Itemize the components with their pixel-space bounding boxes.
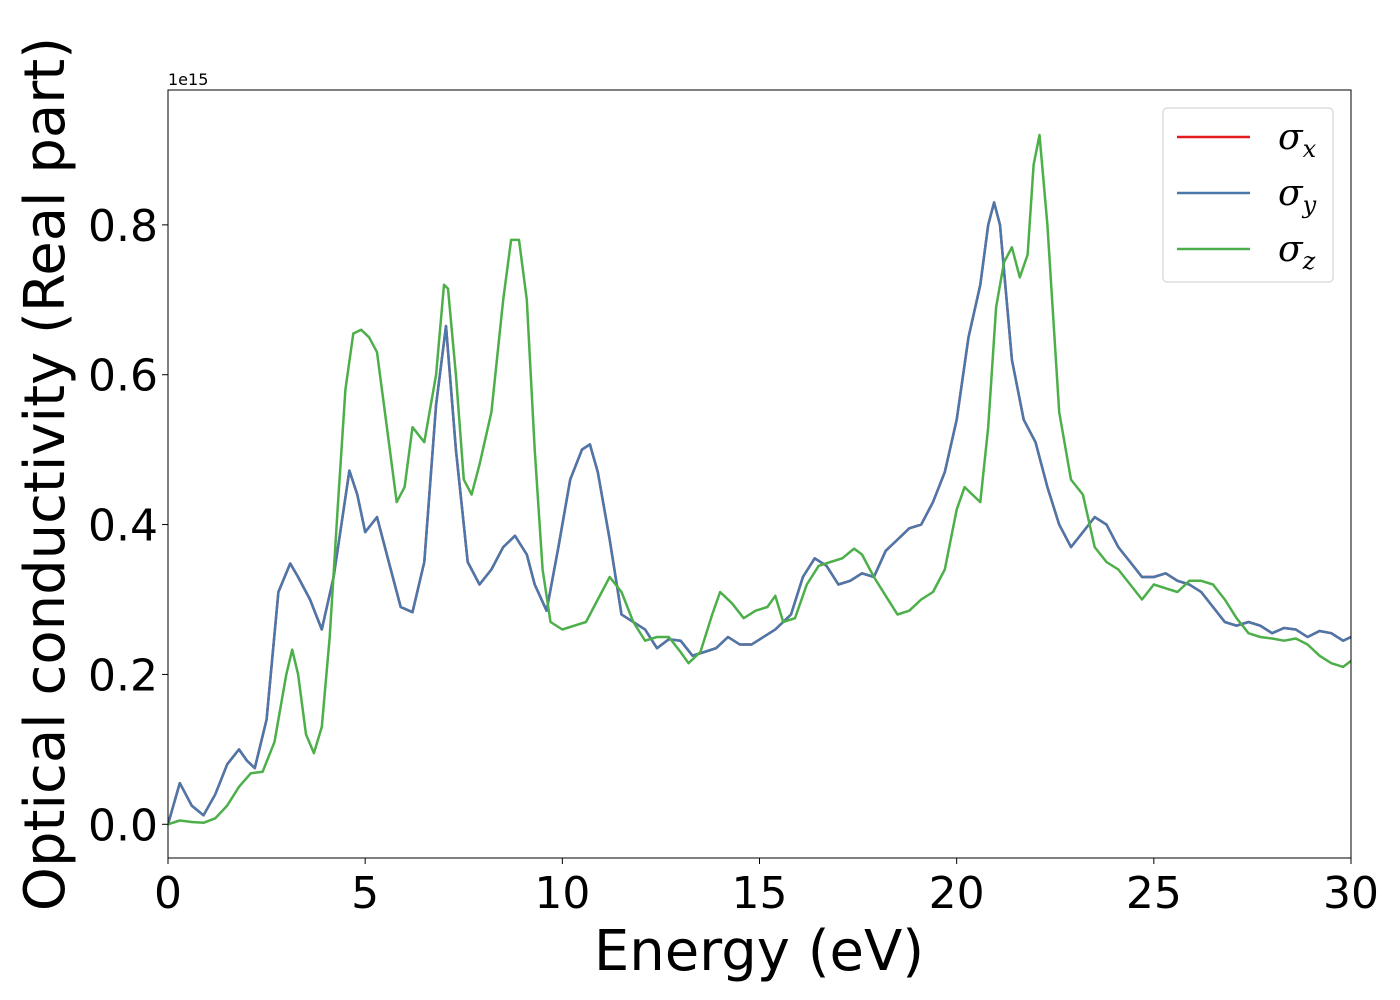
y-tick-label: 0.4 (88, 501, 158, 552)
series-line-y (168, 201, 1351, 826)
x-tick-label: 0 (154, 868, 182, 919)
x-tick-label: 30 (1323, 868, 1379, 919)
x-axis: 0 5 10 15 20 25 30 (154, 858, 1379, 919)
legend-box (1162, 107, 1334, 283)
legend: σx σy σz (1162, 107, 1334, 283)
legend-label-y: σy (1278, 173, 1317, 219)
series-layer (168, 133, 1351, 826)
y-tick-label: 0.8 (88, 201, 158, 252)
y-tick-label: 0.0 (88, 800, 158, 851)
legend-items: σx σy σz (1177, 117, 1317, 275)
legend-label-z: σz (1278, 229, 1316, 275)
x-tick-label: 20 (929, 868, 985, 919)
legend-label-x: σx (1278, 117, 1317, 163)
series-line-z (168, 133, 1351, 826)
x-tick-label: 15 (732, 868, 788, 919)
y-tick-label: 0.6 (88, 351, 158, 402)
y-offset-label: 1e15 (168, 70, 208, 89)
x-tick-label: 5 (351, 868, 379, 919)
x-tick-label: 25 (1126, 868, 1182, 919)
x-axis-label: Energy (eV) (594, 919, 924, 984)
x-tick-label: 10 (534, 868, 590, 919)
y-axis-label: Optical conductivity (Real part) (13, 37, 78, 911)
y-axis: 0.0 0.2 0.4 0.6 0.8 (88, 201, 168, 851)
y-tick-label: 0.2 (88, 650, 158, 701)
